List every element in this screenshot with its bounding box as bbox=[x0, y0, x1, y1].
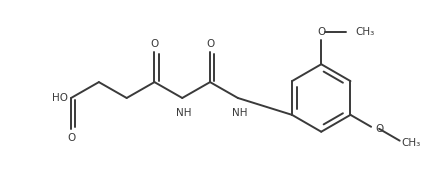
Text: O: O bbox=[150, 39, 159, 49]
Text: NH: NH bbox=[232, 108, 247, 118]
Text: HO: HO bbox=[52, 93, 68, 103]
Text: CH₃: CH₃ bbox=[402, 138, 421, 148]
Text: O: O bbox=[67, 133, 75, 143]
Text: O: O bbox=[317, 27, 325, 37]
Text: O: O bbox=[206, 39, 214, 49]
Text: NH: NH bbox=[176, 108, 191, 118]
Text: O: O bbox=[375, 124, 383, 134]
Text: CH₃: CH₃ bbox=[355, 27, 374, 37]
